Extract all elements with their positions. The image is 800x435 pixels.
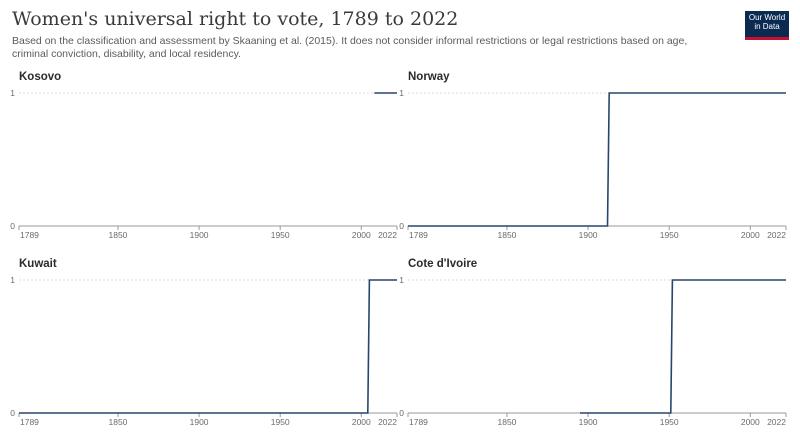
- x-tick-label: 1900: [190, 417, 209, 427]
- x-tick-label: 1950: [271, 417, 290, 427]
- y-tick-label: 0: [10, 408, 15, 418]
- x-tick-label: 1789: [409, 230, 428, 240]
- logo-line-2: in Data: [754, 22, 780, 31]
- x-tick-label: 1900: [579, 417, 598, 427]
- x-tick-label: 2000: [352, 417, 371, 427]
- series-line-cote-d-ivoire: [580, 279, 786, 414]
- x-tick-label: 2022: [767, 230, 786, 240]
- x-tick-label: 1789: [20, 417, 39, 427]
- x-tick-label: 1850: [109, 230, 128, 240]
- y-tick-label: 1: [10, 275, 15, 285]
- x-tick-label: 1950: [660, 417, 679, 427]
- panel-title-kosovo: Kosovo: [19, 71, 61, 83]
- y-tick-label: 0: [399, 408, 404, 418]
- chart-subtitle: Based on the classification and assessme…: [12, 35, 688, 60]
- x-tick-label: 2022: [378, 417, 397, 427]
- owid-logo[interactable]: Our World in Data: [745, 11, 789, 40]
- y-tick-label: 0: [10, 221, 15, 231]
- x-tick-label: 2022: [378, 230, 397, 240]
- x-tick-label: 2022: [767, 417, 786, 427]
- x-tick-label: 1950: [660, 230, 679, 240]
- x-tick-label: 1900: [190, 230, 209, 240]
- series-line-norway: [408, 92, 786, 227]
- panel-title-kuwait: Kuwait: [19, 258, 57, 270]
- x-tick-label: 1850: [498, 230, 517, 240]
- x-tick-label: 2000: [741, 230, 760, 240]
- chart-title: Women's universal right to vote, 1789 to…: [12, 8, 459, 30]
- x-tick-label: 1950: [271, 230, 290, 240]
- x-tick-label: 2000: [741, 417, 760, 427]
- x-tick-label: 1789: [409, 417, 428, 427]
- y-tick-label: 1: [399, 275, 404, 285]
- y-tick-label: 1: [399, 88, 404, 98]
- y-tick-label: 0: [399, 221, 404, 231]
- x-tick-label: 2000: [352, 230, 371, 240]
- x-tick-label: 1850: [109, 417, 128, 427]
- y-tick-label: 1: [10, 88, 15, 98]
- series-line-kuwait: [19, 279, 397, 414]
- x-tick-label: 1850: [498, 417, 517, 427]
- panel-title-norway: Norway: [408, 71, 450, 83]
- x-tick-label: 1900: [579, 230, 598, 240]
- panel-title-cote-d-ivoire: Cote d'Ivoire: [408, 258, 477, 270]
- x-tick-label: 1789: [20, 230, 39, 240]
- logo-line-1: Our World: [748, 13, 786, 22]
